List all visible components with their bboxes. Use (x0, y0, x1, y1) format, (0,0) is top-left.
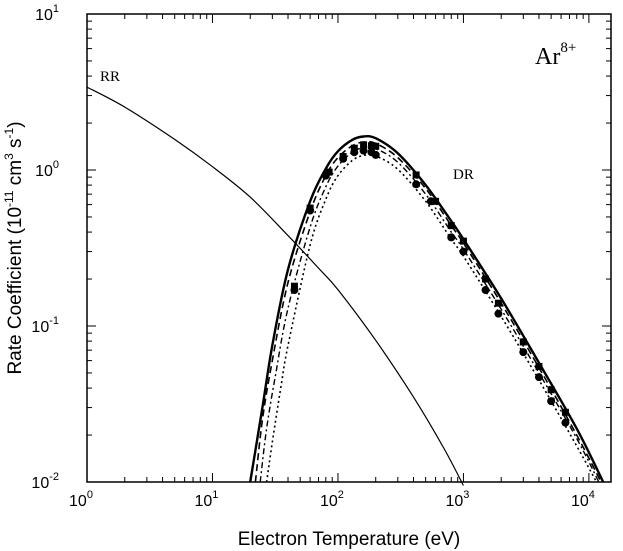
y-tick-label: 100 (35, 159, 59, 180)
circle-marker (534, 373, 543, 382)
x-tick-exp: 3 (463, 489, 469, 501)
square-marker (360, 141, 368, 149)
x-tick-base: 10 (571, 493, 589, 510)
x-tick-base: 10 (445, 493, 463, 510)
x-tick-label: 102 (320, 489, 344, 510)
series-line-thick-solid (249, 134, 605, 483)
x-tick-exp: 1 (212, 489, 218, 501)
x-tick-label: 103 (445, 489, 469, 510)
y-tick-exp: -2 (49, 471, 59, 483)
y-axis-title-exp3: -1 (2, 127, 16, 138)
x-tick-exp: 0 (87, 489, 93, 501)
x-tick-label: 104 (571, 489, 595, 510)
circle-marker (519, 348, 528, 357)
circle-marker (561, 418, 570, 427)
circle-marker (306, 206, 315, 215)
circle-marker (350, 148, 359, 157)
plot-frame (86, 13, 612, 483)
square-marker (447, 222, 455, 230)
circle-marker (447, 233, 456, 242)
y-axis-title-exp2: 3 (2, 153, 16, 160)
y-tick-label: 10-2 (31, 471, 59, 492)
series-line-dotted (265, 153, 598, 483)
data-curves (86, 86, 605, 486)
square-marker (350, 144, 358, 152)
y-tick-base: 10 (31, 319, 49, 336)
square-marker (494, 299, 502, 307)
square-marker (432, 197, 440, 205)
circle-marker (547, 397, 556, 406)
ion-charge: 8+ (560, 40, 576, 56)
y-axis-title-mid1: cm (5, 160, 26, 191)
y-tick-label: 10-1 (31, 315, 59, 336)
y-axis-title: Rate Coefficient (10-11 cm3 s-1) (2, 121, 26, 374)
circle-marker (459, 247, 468, 256)
square-marker (482, 275, 490, 283)
y-tick-exp: 1 (53, 3, 59, 15)
square-marker (547, 386, 555, 394)
x-tick-base: 10 (320, 493, 338, 510)
rr-label: RR (100, 69, 120, 85)
square-marker (459, 237, 467, 245)
circle-marker (371, 150, 380, 159)
ion-base: Ar (535, 44, 560, 70)
circle-marker (494, 309, 503, 318)
y-axis-title-exp1: -11 (2, 190, 16, 207)
circle-marker (290, 286, 299, 295)
y-tick-exp: -1 (49, 315, 59, 327)
x-tick-base: 10 (69, 493, 87, 510)
square-marker (535, 363, 543, 371)
square-marker (372, 142, 380, 150)
ion-label: Ar8+ (535, 40, 576, 70)
square-marker (519, 338, 527, 346)
x-axis-title: Electron Temperature (eV) (238, 529, 460, 550)
x-tick-label: 101 (195, 489, 219, 510)
circle-marker (426, 197, 435, 206)
y-axis-title-prefix: Rate Coefficient (10 (5, 207, 26, 375)
y-tick-exp: 0 (53, 159, 59, 171)
y-tick-base: 10 (35, 7, 53, 24)
x-tick-exp: 4 (589, 489, 595, 501)
x-tick-base: 10 (195, 493, 213, 510)
square-marker (561, 408, 569, 416)
x-tick-label: 100 (69, 489, 93, 510)
y-tick-base: 10 (35, 163, 53, 180)
series-line-dashed (254, 140, 602, 483)
y-axis-title-suffix: ) (5, 121, 26, 127)
y-axis-title-mid2: s (5, 138, 26, 153)
y-tick-base: 10 (31, 475, 49, 492)
square-marker (412, 171, 420, 179)
circle-marker (339, 154, 348, 163)
circle-marker (412, 180, 421, 189)
circle-marker (359, 146, 368, 155)
data-markers (290, 141, 570, 427)
axis-ticks (86, 13, 611, 483)
circle-marker (321, 171, 330, 180)
square-marker (367, 142, 375, 150)
y-tick-label: 101 (35, 3, 59, 24)
square-marker (325, 168, 333, 176)
dr-label: DR (453, 167, 474, 183)
series-line-thin-solid (86, 86, 464, 486)
circle-marker (481, 286, 490, 295)
x-tick-exp: 2 (338, 489, 344, 501)
